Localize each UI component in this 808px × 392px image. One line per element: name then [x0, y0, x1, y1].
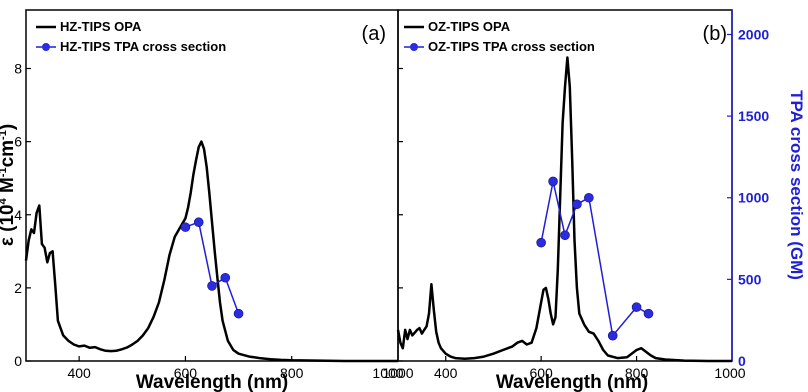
x-tick-label: 800 — [625, 365, 649, 381]
y-tick-label: 4 — [14, 207, 22, 223]
opa-series-line — [396, 56, 732, 363]
tpa-data-point — [193, 217, 204, 228]
x-tick-label: 800 — [280, 365, 304, 381]
x-axis-title-b: Wavelength (nm) — [496, 372, 648, 392]
x-tick-label: 1000 — [372, 365, 403, 381]
x-tick-label: 400 — [67, 365, 91, 381]
legend-b-opa-label: OZ-TIPS OPA — [428, 19, 511, 34]
tpa-data-point — [536, 237, 546, 248]
tpa-data-point — [180, 222, 191, 232]
y-tick-label: 6 — [14, 134, 22, 150]
tpa-data-point — [207, 281, 217, 291]
x-tick-label: 1000 — [714, 365, 745, 381]
panel-a-frame — [25, 9, 399, 362]
tpa-data-point — [572, 199, 582, 210]
tpa-series-line — [540, 180, 649, 337]
x-tick-label: 600 — [529, 365, 553, 381]
y-tick-label: 8 — [14, 61, 22, 77]
x-tick-label: 600 — [174, 365, 198, 381]
tpa-data-point — [584, 192, 594, 203]
tpa-data-point — [643, 308, 654, 319]
opa-series-line — [24, 140, 398, 363]
right-y-tick-label: 500 — [738, 271, 762, 287]
x-tick-label: 1000 — [382, 365, 413, 381]
tpa-data-point — [233, 308, 244, 319]
y-tick-label: 0 — [14, 353, 22, 369]
tpa-data-point — [220, 272, 231, 283]
y-axis-title-right: TPA cross section (GM) — [787, 90, 806, 280]
right-y-tick-label: 1500 — [738, 108, 769, 124]
tpa-series-line — [185, 221, 240, 314]
tpa-data-point — [560, 230, 570, 241]
panel-b-frame — [397, 9, 733, 362]
legend-a-opa-label: HZ-TIPS OPA — [60, 19, 142, 34]
panel-b-label: (b) — [703, 23, 727, 45]
legend-b: OZ-TIPS OPA OZ-TIPS TPA cross section — [404, 19, 595, 54]
plot-a: 400 600 800 1000 0 2 4 6 8 — [14, 61, 404, 382]
x-axis-title-a: Wavelength (nm) — [136, 372, 288, 392]
x-tick-label: 400 — [434, 365, 458, 381]
tpa-data-point — [548, 176, 558, 187]
legend-a-tpa-marker — [42, 43, 50, 51]
legend-b-tpa-label: OZ-TIPS TPA cross section — [428, 39, 595, 54]
legend-a-tpa-label: HZ-TIPS TPA cross section — [60, 39, 226, 54]
legend-a: HZ-TIPS OPA HZ-TIPS TPA cross section — [36, 19, 226, 54]
y-tick-label: 2 — [14, 280, 22, 296]
right-y-tick-label: 1000 — [738, 190, 769, 206]
tpa-data-point — [607, 330, 618, 341]
tpa-data-point — [631, 302, 642, 312]
right-y-tick-label: 2000 — [738, 26, 769, 42]
right-y-tick-label: 0 — [738, 353, 746, 369]
panel-a-label: (a) — [362, 23, 386, 45]
legend-b-tpa-marker — [410, 43, 418, 51]
y-axis-title-left: ε (104 M-1cm-1) — [0, 124, 18, 246]
